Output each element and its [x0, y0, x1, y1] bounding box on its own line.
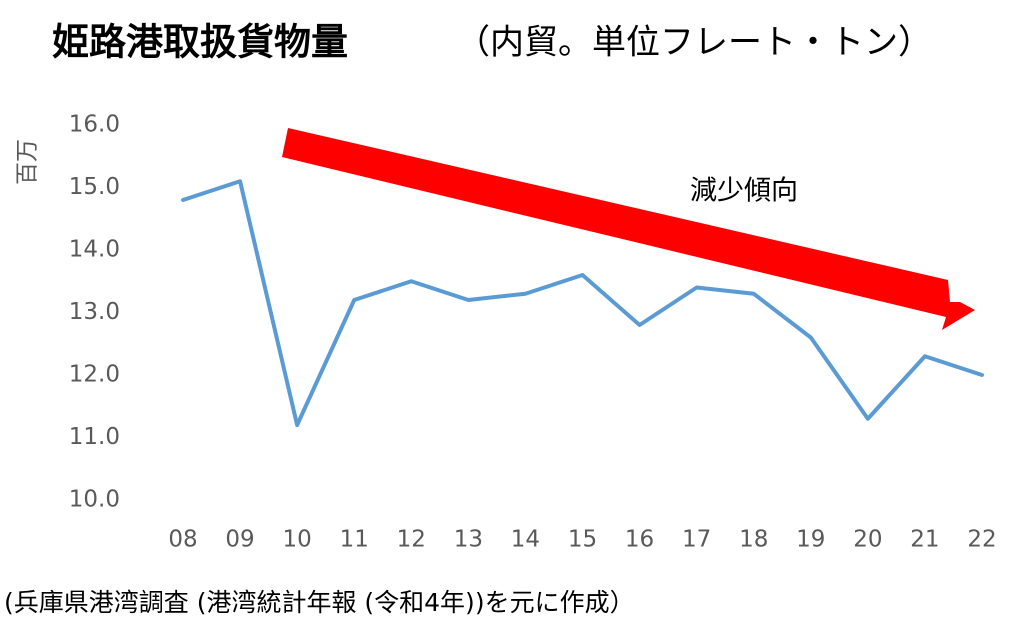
y-tick-label: 12.0 — [69, 362, 120, 388]
chart-title: 姫路港取扱貨物量 — [52, 21, 348, 64]
x-tick-label: 17 — [682, 527, 711, 553]
y-tick-label: 11.0 — [69, 424, 120, 450]
annotation: 減少傾向 — [690, 176, 798, 207]
x-tick-label: 20 — [853, 527, 882, 553]
y-tick-label: 10.0 — [69, 487, 120, 513]
x-tick-label: 21 — [910, 527, 939, 553]
x-tick-label: 13 — [454, 527, 483, 553]
data-line — [181, 179, 984, 427]
chart-subtitle: （内貿。単位フレート・トン） — [456, 23, 932, 63]
x-tick-label: 10 — [283, 527, 312, 553]
source-note: (兵庫県港湾調査 (港湾統計年報 (令和4年))を元に作成） — [4, 588, 635, 617]
x-tick-label: 11 — [340, 527, 369, 553]
y-tick-label: 14.0 — [69, 237, 120, 263]
x-tick-label: 09 — [225, 527, 254, 553]
x-tick-label: 22 — [967, 527, 996, 553]
y-tick-label: 13.0 — [69, 299, 120, 325]
y-axis-label: 百万 — [15, 139, 41, 185]
trend-arrow — [282, 128, 975, 330]
x-tick-label: 19 — [796, 527, 825, 553]
x-tick-label: 16 — [625, 527, 654, 553]
x-tick-label: 15 — [568, 527, 597, 553]
x-tick-label: 12 — [397, 527, 426, 553]
x-tick-label: 14 — [511, 527, 540, 553]
y-tick-label: 16.0 — [69, 112, 120, 138]
x-tick-label: 08 — [168, 527, 197, 553]
y-tick-label: 15.0 — [69, 174, 120, 200]
x-tick-label: 18 — [739, 527, 768, 553]
